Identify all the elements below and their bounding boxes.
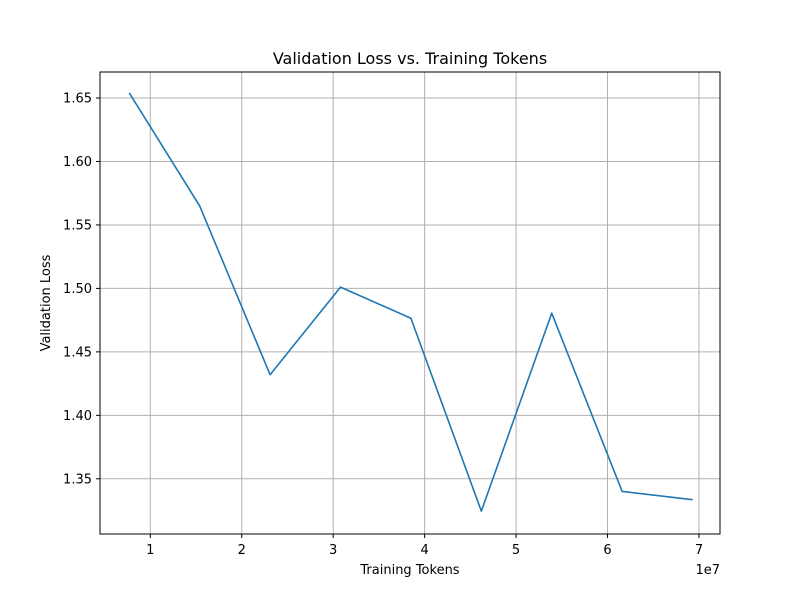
y-tick-label: 1.40 [63, 409, 92, 424]
x-tick-label: 7 [695, 543, 703, 558]
y-tick-label: 1.35 [63, 472, 92, 487]
y-tick-label: 1.45 [63, 345, 92, 360]
x-axis: 1 2 3 4 5 6 7 [146, 534, 703, 558]
y-axis-label: Validation Loss [39, 254, 54, 351]
x-axis-label: Training Tokens [359, 563, 459, 578]
series-line [128, 92, 693, 512]
x-tick-label: 4 [420, 543, 428, 558]
x-tick-label: 6 [603, 543, 611, 558]
grid [100, 72, 720, 534]
y-tick-label: 1.50 [63, 282, 92, 297]
chart-title: Validation Loss vs. Training Tokens [273, 49, 547, 68]
y-tick-label: 1.60 [63, 155, 92, 170]
x-tick-label: 5 [512, 543, 520, 558]
plot-area-frame [99, 71, 721, 535]
x-tick-label: 1 [146, 543, 154, 558]
series-layer [128, 92, 693, 512]
x-axis-offset-label: 1e7 [695, 563, 720, 578]
y-tick-label: 1.65 [63, 92, 92, 107]
x-tick-label: 2 [238, 543, 246, 558]
y-axis: 1.35 1.40 1.45 1.50 1.55 1.60 1.65 [63, 92, 100, 487]
y-tick-label: 1.55 [63, 218, 92, 233]
x-tick-label: 3 [329, 543, 337, 558]
